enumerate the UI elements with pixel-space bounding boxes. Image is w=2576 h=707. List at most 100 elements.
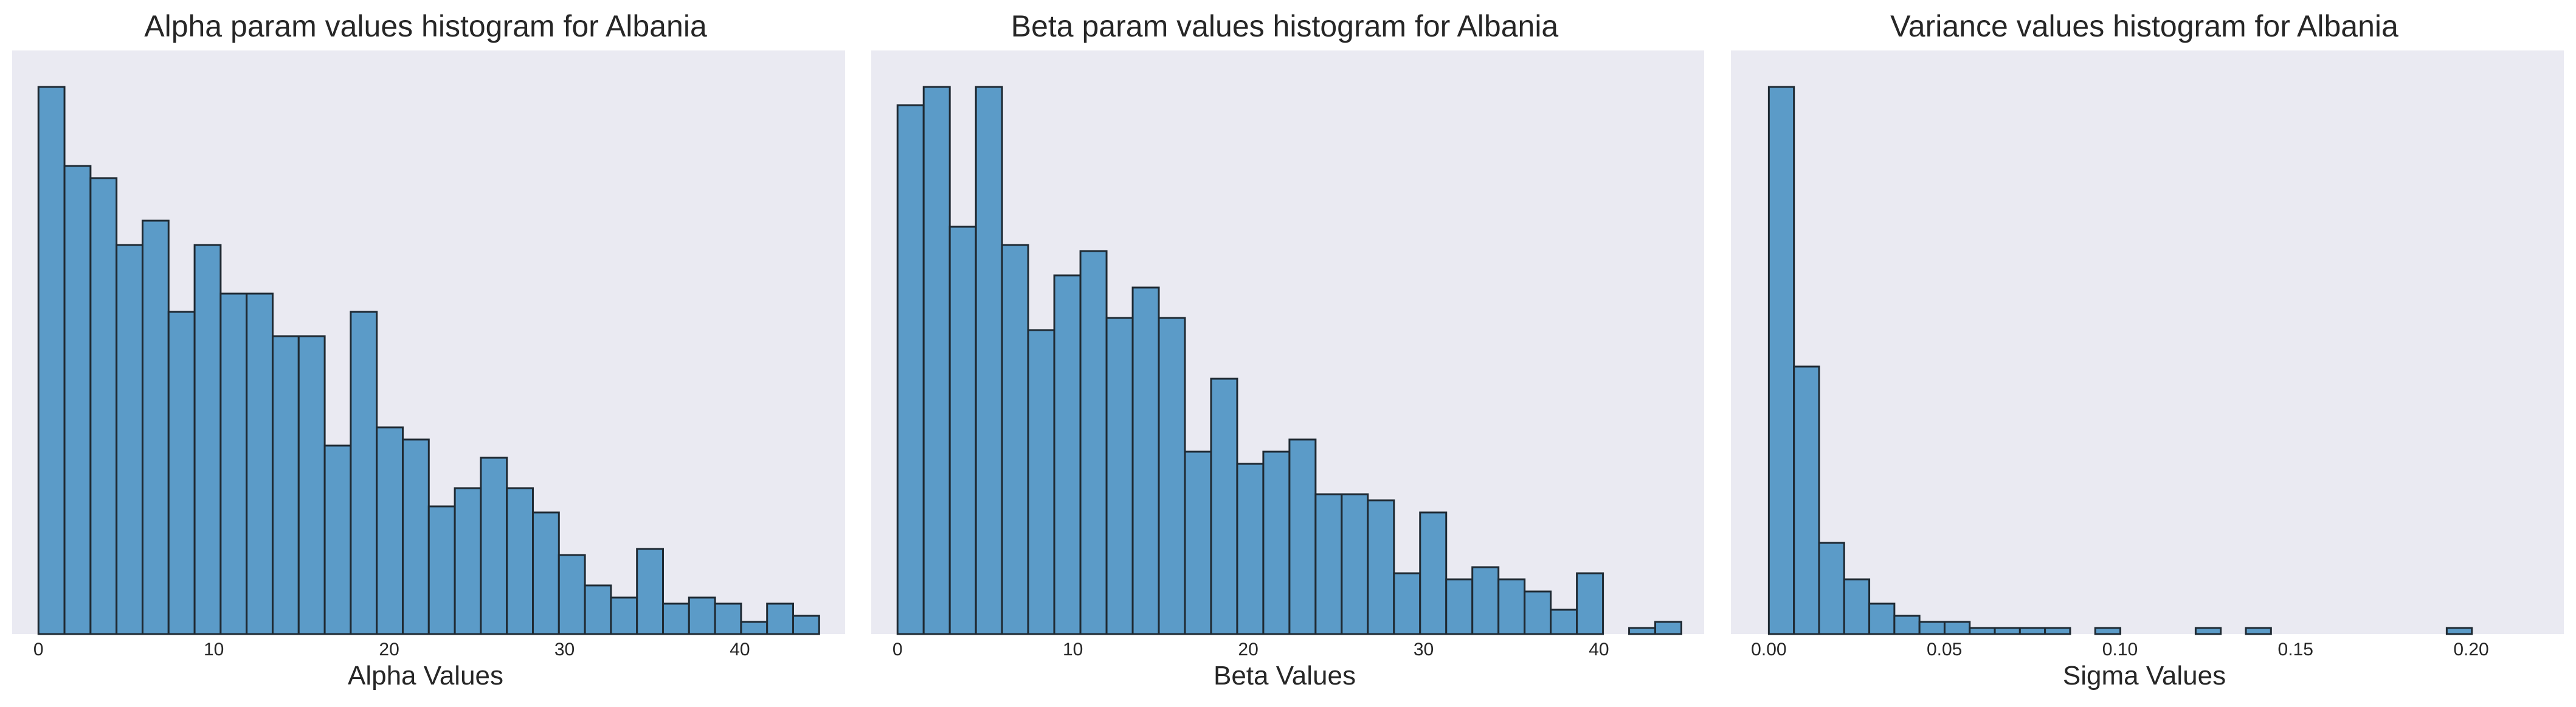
histogram-bar <box>1027 329 1055 635</box>
histogram-bar <box>1210 378 1238 635</box>
histogram-bar <box>323 444 352 635</box>
histogram-bar <box>1793 365 1820 635</box>
histogram-bar <box>219 292 248 635</box>
histogram-bar <box>1818 542 1845 635</box>
histogram-bar <box>1576 572 1604 635</box>
histogram-bar <box>2044 627 2071 635</box>
histogram-bar <box>610 596 638 635</box>
x-tick-label: 30 <box>1414 640 1434 660</box>
histogram-bar <box>740 621 768 635</box>
x-tick-label: 0.20 <box>2453 640 2488 660</box>
x-tick-label: 20 <box>1238 640 1258 660</box>
x-tick-labels: 0 10 20 30 40 <box>33 640 750 660</box>
histogram-bar <box>1184 450 1212 635</box>
histogram-bar <box>792 615 820 635</box>
histogram-bars <box>896 86 1683 635</box>
histogram-bar <box>1445 578 1474 635</box>
histogram-bar <box>1131 286 1160 635</box>
histogram-bar <box>116 244 143 635</box>
histogram-bar <box>193 244 222 635</box>
x-tick-label: 0.05 <box>1927 640 1962 660</box>
histogram-bar <box>37 86 66 635</box>
histogram-bar <box>480 457 508 635</box>
histogram-bar <box>1628 627 1657 635</box>
beta-histogram-panel: Beta param values histogram for Albania … <box>859 0 1710 707</box>
histogram-bar <box>1918 621 1946 635</box>
histogram-bar <box>584 584 612 635</box>
histogram-bar <box>1550 609 1578 635</box>
x-axis-label: Sigma Values <box>2062 661 2226 691</box>
beta-histogram-plot: 0 10 20 30 40 <box>871 50 1704 660</box>
histogram-bar <box>896 104 925 635</box>
histogram-bars <box>1767 86 2473 635</box>
histogram-bar <box>506 487 534 635</box>
variance-histogram-plot: 0.00 0.05 0.10 0.15 0.20 <box>1731 50 2564 660</box>
plot-area <box>1731 50 2564 634</box>
histogram-bar <box>2245 627 2272 635</box>
histogram-bar <box>63 165 92 635</box>
histogram-bar <box>688 596 716 635</box>
histogram-bar <box>297 335 326 635</box>
histogram-bars <box>37 86 820 635</box>
histogram-bar <box>558 554 586 635</box>
histogram-bar <box>1943 621 1971 635</box>
chart-title: Beta param values histogram for Albania <box>1010 9 1559 43</box>
x-tick-label: 40 <box>730 640 750 660</box>
x-tick-label: 0.15 <box>2278 640 2313 660</box>
histogram-bar <box>1969 627 1996 635</box>
chart-title: Alpha param values histogram for Albania <box>144 9 707 43</box>
histogram-bar <box>1262 450 1291 635</box>
histogram-bar <box>1524 590 1552 635</box>
histogram-bar <box>1158 317 1186 635</box>
histogram-bar <box>167 311 196 635</box>
histogram-bar <box>1868 602 1896 635</box>
histogram-bar <box>246 292 274 635</box>
alpha-histogram-plot: 0 10 20 30 40 <box>12 50 845 660</box>
histogram-bar <box>636 548 665 635</box>
histogram-bar <box>271 335 300 635</box>
x-tick-label: 10 <box>1063 640 1083 660</box>
histogram-bar <box>1341 493 1369 635</box>
x-tick-label: 0.10 <box>2102 640 2138 660</box>
histogram-bar <box>1893 615 1921 635</box>
histogram-bar <box>454 487 482 635</box>
histogram-bar <box>2094 627 2122 635</box>
histogram-bar <box>922 86 951 635</box>
histogram-bar <box>1471 566 1500 635</box>
histogram-bar <box>1053 274 1082 635</box>
histogram-bar <box>2194 627 2222 635</box>
histogram-bar <box>1079 250 1108 635</box>
variance-histogram-panel: Variance values histogram for Albania 0.… <box>1719 0 2570 707</box>
x-tick-label: 0 <box>893 640 903 660</box>
histogram-bar <box>350 311 378 635</box>
x-axis-label: Alpha Values <box>347 661 504 691</box>
histogram-bar <box>1367 499 1395 635</box>
histogram-bar <box>1288 438 1317 635</box>
histogram-bar <box>376 426 404 635</box>
x-tick-label: 20 <box>379 640 399 660</box>
histogram-bar <box>401 438 430 635</box>
histogram-bar <box>948 226 977 635</box>
histogram-bar <box>1994 627 2021 635</box>
chart-title: Variance values histogram for Albania <box>1890 9 2398 43</box>
histogram-bar <box>1419 511 1448 635</box>
x-tick-label: 40 <box>1589 640 1609 660</box>
x-tick-label: 0 <box>33 640 44 660</box>
histogram-bar <box>1314 493 1343 635</box>
alpha-histogram-panel: Alpha param values histogram for Albania… <box>0 0 851 707</box>
x-tick-label: 0.00 <box>1751 640 1786 660</box>
histogram-bar <box>1497 578 1526 635</box>
histogram-bar <box>1393 572 1421 635</box>
histogram-bar <box>1654 621 1683 635</box>
x-tick-labels: 0.00 0.05 0.10 0.15 0.20 <box>1751 640 2489 660</box>
histogram-bar <box>427 505 456 635</box>
histogram-bar <box>714 602 742 635</box>
x-tick-label: 30 <box>554 640 575 660</box>
histogram-bar <box>1843 578 1871 635</box>
histogram-bar <box>531 511 560 635</box>
histogram-bar <box>2445 627 2473 635</box>
histogram-bar <box>141 219 170 635</box>
histogram-bar <box>1001 244 1029 635</box>
histogram-bar <box>1236 463 1265 635</box>
